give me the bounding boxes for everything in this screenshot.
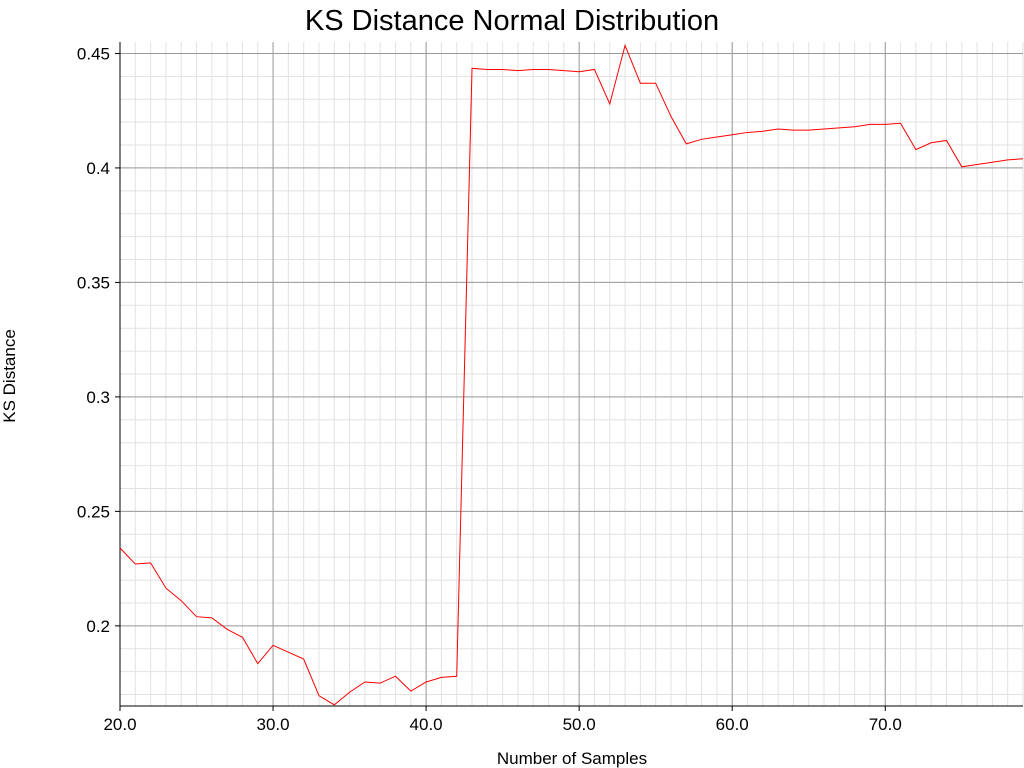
y-tick-label: 0.25 — [77, 502, 110, 521]
x-tick-label: 70.0 — [869, 715, 902, 734]
major-grid — [119, 42, 1023, 706]
x-tick-label: 40.0 — [410, 715, 443, 734]
y-tick-label: 0.4 — [86, 159, 110, 178]
y-tick-label: 0.3 — [86, 388, 110, 407]
y-axis-label: KS Distance — [0, 329, 19, 423]
x-tick-label: 60.0 — [716, 715, 749, 734]
y-tick-labels: 0.2 0.25 0.3 0.35 0.4 0.45 — [77, 44, 110, 635]
x-tick-labels: 20.0 30.0 40.0 50.0 60.0 70.0 — [103, 715, 901, 734]
axes — [115, 42, 1023, 711]
y-tick-label: 0.2 — [86, 617, 110, 636]
y-tick-label: 0.45 — [77, 44, 110, 63]
x-tick-label: 20.0 — [103, 715, 136, 734]
series-line — [119, 43, 1024, 706]
chart-title: KS Distance Normal Distribution — [305, 5, 719, 37]
y-tick-label: 0.35 — [77, 273, 110, 292]
x-tick-label: 30.0 — [257, 715, 290, 734]
x-axis-label: Number of Samples — [497, 749, 647, 768]
series-layer — [119, 43, 1024, 706]
x-tick-label: 50.0 — [563, 715, 596, 734]
minor-grid — [119, 42, 1024, 706]
